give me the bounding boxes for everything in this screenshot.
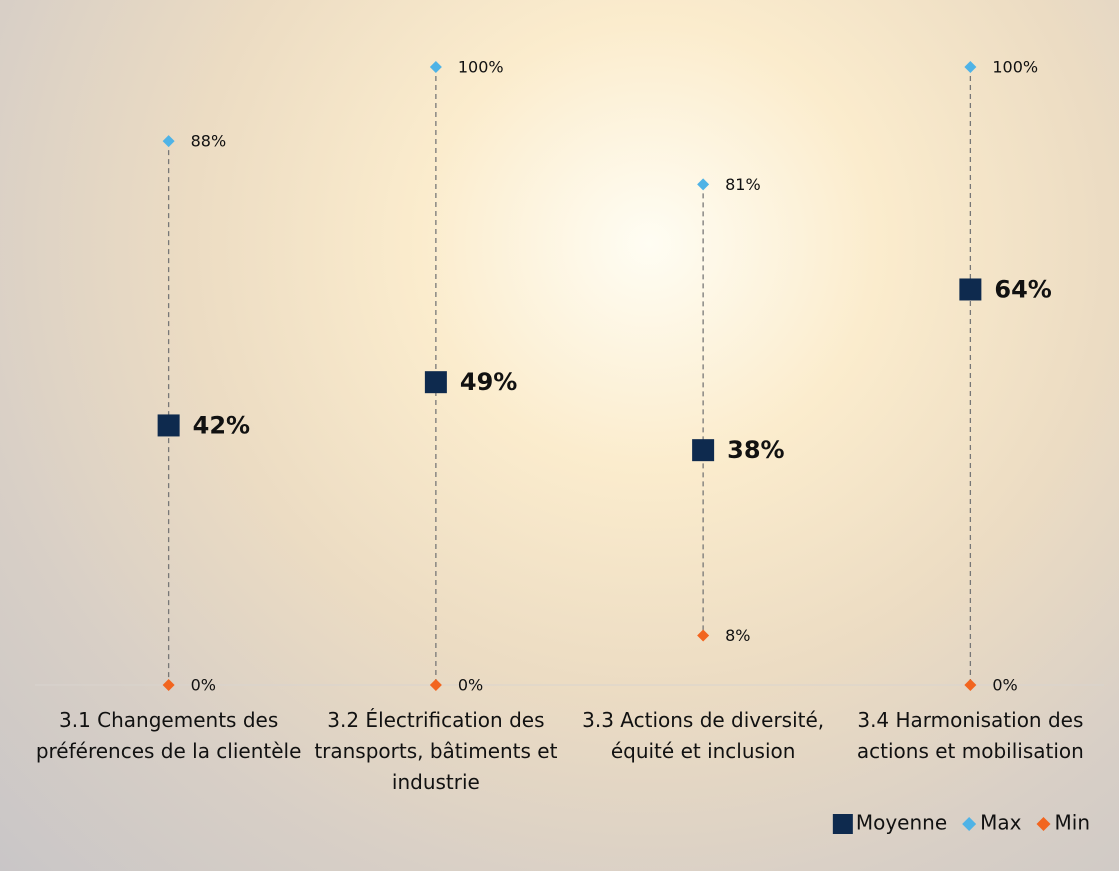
x-tick-label: 3.1 Changements des préférences de la cl… <box>35 708 302 763</box>
extreme-marker <box>429 61 442 73</box>
extreme-marker <box>697 178 710 191</box>
data-label: 88% <box>191 132 227 151</box>
legend-label: Max <box>980 811 1022 835</box>
legend-marker <box>962 817 977 831</box>
data-label: 100% <box>992 58 1038 77</box>
data-label: 0% <box>458 676 483 695</box>
extreme-marker <box>429 679 442 691</box>
extreme-marker <box>162 679 175 691</box>
data-label: 0% <box>191 676 216 695</box>
data-label: 8% <box>725 626 750 645</box>
legend-marker <box>1036 817 1051 831</box>
x-tick-label: 3.4 Harmonisation des actions et mobilis… <box>856 708 1084 763</box>
extreme-marker <box>697 629 710 642</box>
mean-marker <box>692 439 715 462</box>
extreme-marker <box>162 135 175 148</box>
legend-label: Moyenne <box>856 811 947 835</box>
data-label: 38% <box>727 436 784 464</box>
data-label: 49% <box>460 368 517 396</box>
data-label: 100% <box>458 58 504 77</box>
mean-marker <box>157 414 180 437</box>
data-label: 42% <box>193 411 250 439</box>
x-tick-label: 3.2 Électrification des transports, bâti… <box>314 708 558 794</box>
legend-marker <box>832 814 853 834</box>
legend-label: Min <box>1055 811 1091 835</box>
data-label: 64% <box>994 275 1051 303</box>
mean-marker <box>424 371 447 394</box>
extreme-marker <box>964 61 977 73</box>
mean-marker <box>959 278 982 301</box>
data-label: 81% <box>725 175 761 194</box>
extreme-marker <box>964 679 977 691</box>
x-tick-label: 3.3 Actions de diversité, équité et incl… <box>582 708 825 763</box>
data-label: 0% <box>992 676 1017 695</box>
